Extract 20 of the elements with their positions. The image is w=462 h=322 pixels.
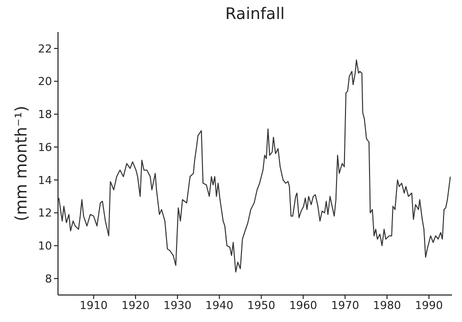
- y-tick-label: 16: [38, 140, 52, 154]
- x-tick-label: 1990: [414, 298, 443, 312]
- y-axis-title: (mm month⁻¹): [11, 106, 30, 222]
- y-tick-label: 18: [38, 108, 52, 122]
- x-tick-label: 1910: [80, 298, 108, 312]
- y-tick-label: 12: [38, 206, 52, 220]
- x-tick-label: 1970: [331, 298, 360, 312]
- x-tick-label: 1960: [289, 298, 318, 312]
- x-tick-label: 1930: [163, 298, 192, 312]
- x-tick-label: 1920: [122, 298, 150, 312]
- y-tick-label: 22: [38, 42, 52, 56]
- y-tick-label: 10: [38, 240, 52, 253]
- x-tick-label: 1950: [247, 298, 276, 312]
- chart-title: Rainfall: [224, 4, 286, 23]
- x-tick-label: 1980: [373, 298, 402, 312]
- y-tick-label: 14: [38, 174, 52, 187]
- y-tick-label: 20: [38, 75, 52, 88]
- x-tick-label: 1940: [205, 298, 234, 312]
- y-tick-label: 8: [45, 272, 52, 286]
- line-series: [58, 59, 451, 272]
